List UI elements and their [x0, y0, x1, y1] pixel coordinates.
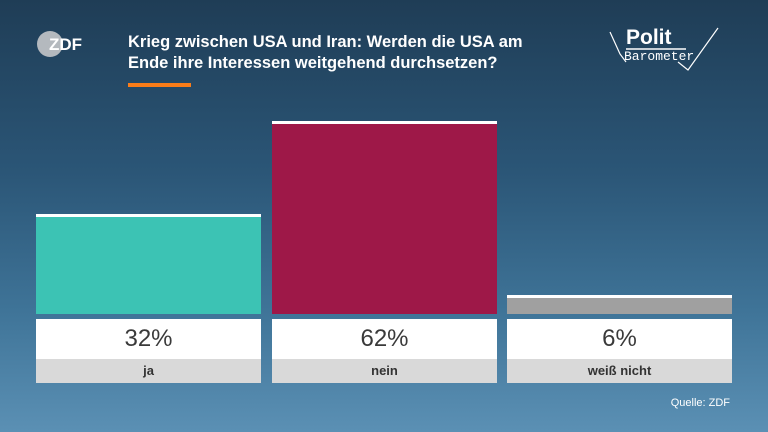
bar-top-line-nein [272, 121, 497, 124]
title-accent-line [128, 83, 191, 87]
bar-fill-nein [272, 121, 497, 314]
category-label-ja: ja [36, 359, 261, 383]
zdf-logo-text: ZDF [49, 35, 82, 54]
value-label-ja: 32% [36, 319, 261, 359]
bar-ja [36, 214, 261, 314]
category-label-nein: nein [272, 359, 497, 383]
source-label: Quelle: ZDF [670, 397, 730, 409]
title-line-1: Krieg zwischen USA und Iran: Werden die … [128, 33, 523, 51]
barometer-logo-text: Barometer [624, 49, 694, 64]
zdf-logo: ZDF [36, 30, 92, 58]
chart-title: Krieg zwischen USA und Iran: Werden die … [128, 32, 588, 74]
bar-fill-weiss-nicht [507, 295, 732, 314]
bar-weiss-nicht [507, 295, 732, 314]
politbarometer-logo: Polit Barometer [606, 22, 726, 72]
value-label-weiss-nicht: 6% [507, 319, 732, 359]
value-label-nein: 62% [272, 319, 497, 359]
category-label-weiss-nicht: weiß nicht [507, 359, 732, 383]
bar-fill-ja [36, 214, 261, 314]
title-line-2: Ende ihre Interessen weitgehend durchset… [128, 54, 498, 72]
bar-nein [272, 121, 497, 314]
bar-top-line-weiss-nicht [507, 295, 732, 298]
bar-top-line-ja [36, 214, 261, 217]
polit-logo-text: Polit [626, 26, 672, 49]
